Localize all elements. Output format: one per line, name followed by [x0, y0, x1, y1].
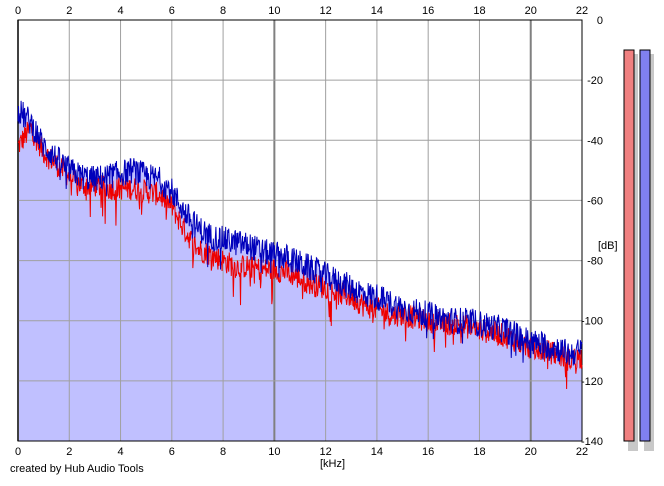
y-tick-label: -120 [581, 376, 603, 388]
tick-labels: 002244668810101212141416161818202022220-… [15, 5, 603, 458]
x-tick-label-bottom: 14 [371, 446, 383, 458]
y-tick-label: -60 [587, 195, 603, 207]
x-tick-label-top: 6 [169, 5, 175, 17]
level-meter-left [623, 49, 635, 442]
plot-frame [17, 19, 583, 442]
x-tick-label-top: 4 [117, 5, 123, 17]
y-tick-label: -20 [587, 75, 603, 87]
y-tick-label: -100 [581, 316, 603, 328]
x-tick-label-top: 0 [15, 5, 21, 17]
y-axis-label: [dB] [598, 240, 618, 252]
x-tick-label-top: 22 [576, 5, 588, 17]
x-tick-label-top: 18 [473, 5, 485, 17]
level-meters [623, 49, 654, 451]
x-tick-label-bottom: 22 [576, 446, 588, 458]
x-tick-label-bottom: 12 [320, 446, 332, 458]
grid [17, 19, 583, 442]
x-tick-label-top: 8 [220, 5, 226, 17]
series-lines [17, 100, 583, 389]
y-tick-label: -140 [581, 436, 603, 448]
x-tick-label-top: 16 [422, 5, 434, 17]
x-tick-label-bottom: 18 [473, 446, 485, 458]
x-tick-label-bottom: 16 [422, 446, 434, 458]
x-tick-label-bottom: 20 [525, 446, 537, 458]
x-axis-label: [kHz] [320, 458, 346, 470]
x-tick-label-bottom: 4 [117, 446, 123, 458]
x-tick-label-top: 12 [320, 5, 332, 17]
y-tick-label: 0 [597, 15, 603, 27]
y-tick-label: -40 [587, 135, 603, 147]
x-tick-label-bottom: 2 [66, 446, 72, 458]
credit-text: created by Hub Audio Tools [10, 463, 144, 475]
series-red-line [17, 121, 583, 389]
y-tick-label: -80 [587, 256, 603, 268]
x-tick-label-bottom: 10 [268, 446, 280, 458]
x-tick-label-bottom: 0 [15, 446, 21, 458]
x-tick-label-top: 2 [66, 5, 72, 17]
x-tick-label-top: 14 [371, 5, 383, 17]
series-blue-line [17, 100, 583, 366]
x-tick-label-bottom: 8 [220, 446, 226, 458]
x-tick-label-top: 20 [525, 5, 537, 17]
level-meter-right [639, 49, 651, 442]
x-tick-label-bottom: 6 [169, 446, 175, 458]
x-tick-label-top: 10 [268, 5, 280, 17]
